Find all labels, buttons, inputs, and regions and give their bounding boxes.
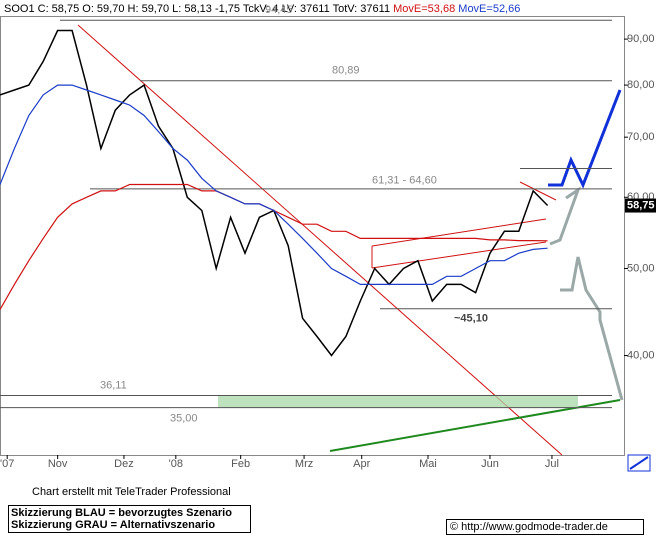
last-price-box [625,198,656,213]
trend-line [77,24,563,456]
x-tick-label: Jun [481,458,499,470]
trend-line [371,218,547,247]
support-line [329,399,621,452]
level-label: 36,11 [100,379,127,391]
y-tick-label: 50,00 [627,262,655,274]
level-label: 94,45 [265,4,293,16]
plot-frame [0,16,625,456]
moving-average [0,84,548,285]
x-tick-label: Apr [353,458,370,470]
last-price-label: 58,75 [627,199,655,211]
x-tick-label: '07 [0,458,14,470]
legend-box: Skizzierung BLAU = bevorzugtes Szenario … [8,505,251,533]
level-label: ~45,10 [454,313,488,325]
x-tick-label: Dez [114,458,134,470]
trend-line [519,181,557,201]
legend-entry: MovE=53,68 [393,3,455,15]
support-zone [218,395,578,408]
level-label: 35,00 [170,413,198,425]
zone-label: 61,31 - 64,60 [372,174,437,186]
x-tick-label: Jul [545,458,559,470]
y-tick-label: 40,00 [627,349,655,361]
scenario-grey [549,186,581,246]
scenario-grey [560,256,624,401]
credit: Chart erstellt mit TeleTrader Profession… [32,486,231,498]
x-tick-label: '08 [169,458,183,470]
legend-line: Skizzierung GRAU = Alternativszenario [11,519,216,531]
header-bar [0,0,656,16]
x-tick-label: Nov [48,458,68,470]
x-tick-label: Mai [419,458,437,470]
chart: SOO1 C: 58,75 O: 59,70 H: 59,70 L: 58,13… [0,0,656,472]
scenario-blue [548,89,622,189]
y-tick-label: 90,00 [627,33,655,45]
legend-entry: MovE=52,66 [458,3,520,15]
corner-icon [629,456,649,470]
legend-line: Skizzierung BLAU = bevorzugtes Szenario [11,507,232,519]
source-box: © http://www.godmode-trader.de [446,519,644,535]
trend-line [371,241,547,269]
y-tick-label: 70,00 [627,131,655,143]
x-tick-label: Feb [231,458,250,470]
header-info: SOO1 C: 58,75 O: 59,70 H: 59,70 L: 58,13… [4,3,390,15]
header: SOO1 C: 58,75 O: 59,70 H: 59,70 L: 58,13… [4,3,520,15]
y-tick-label: 80,00 [627,79,655,91]
level-label: 80,89 [332,65,360,77]
x-tick-label: Mrz [295,458,313,470]
